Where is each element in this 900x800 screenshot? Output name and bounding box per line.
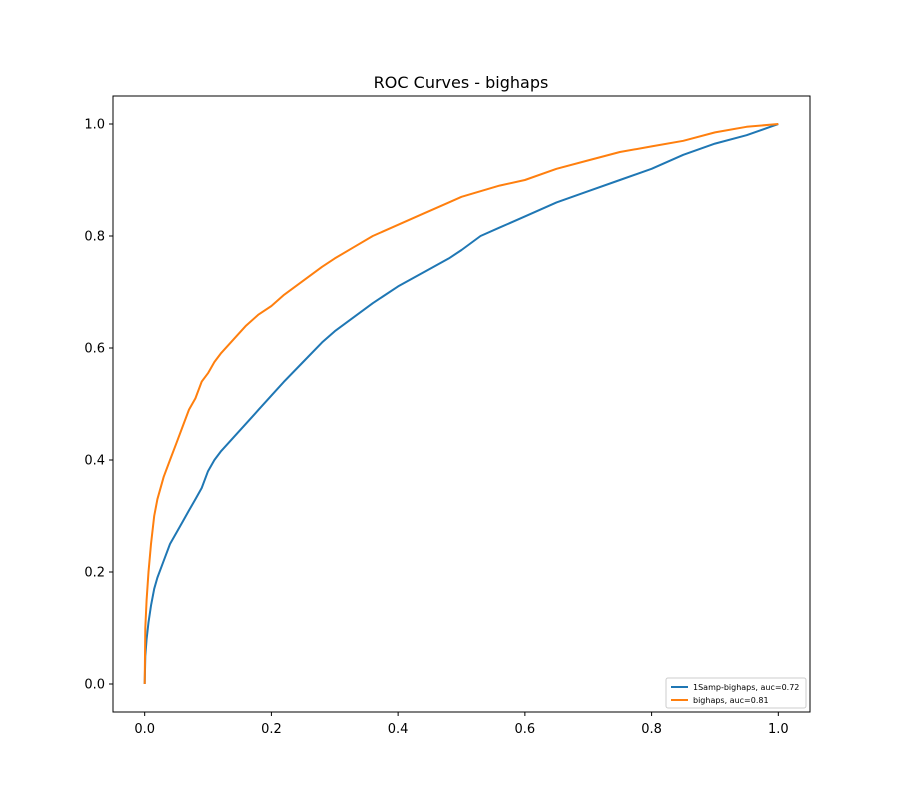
chart-title: ROC Curves - bighaps <box>374 73 549 92</box>
y-tick-label: 0.2 <box>84 566 105 581</box>
axis-ticks: 0.0 0.2 0.4 0.6 0.8 1.0 0.0 0.2 0.4 0.6 0.8 1.0 <box>84 118 788 738</box>
y-tick-label: 0.6 <box>84 342 105 357</box>
y-tick-label: 0.0 <box>84 678 105 693</box>
x-tick-label: 0.6 <box>515 722 536 737</box>
x-tick-label: 0.4 <box>388 722 409 737</box>
legend-box <box>665 677 807 709</box>
roc-series-line-0 <box>143 123 779 685</box>
x-tick-label: 0.2 <box>261 722 282 737</box>
y-tick-label: 0.8 <box>84 230 105 245</box>
x-tick-label: 1.0 <box>768 722 789 737</box>
series-lines <box>143 123 779 685</box>
legend-label: 1Samp-bighaps, auc=0.72 <box>693 683 799 692</box>
plot-frame <box>112 95 811 713</box>
x-tick-label: 0.8 <box>641 722 662 737</box>
legend-label: bighaps, auc=0.81 <box>693 696 769 705</box>
legend: 1Samp-bighaps, auc=0.72 bighaps, auc=0.81 <box>665 677 807 709</box>
roc-series-line-1 <box>143 123 779 685</box>
x-tick-label: 0.0 <box>134 722 155 737</box>
y-tick-label: 0.4 <box>84 454 105 469</box>
y-tick-label: 1.0 <box>84 118 105 133</box>
